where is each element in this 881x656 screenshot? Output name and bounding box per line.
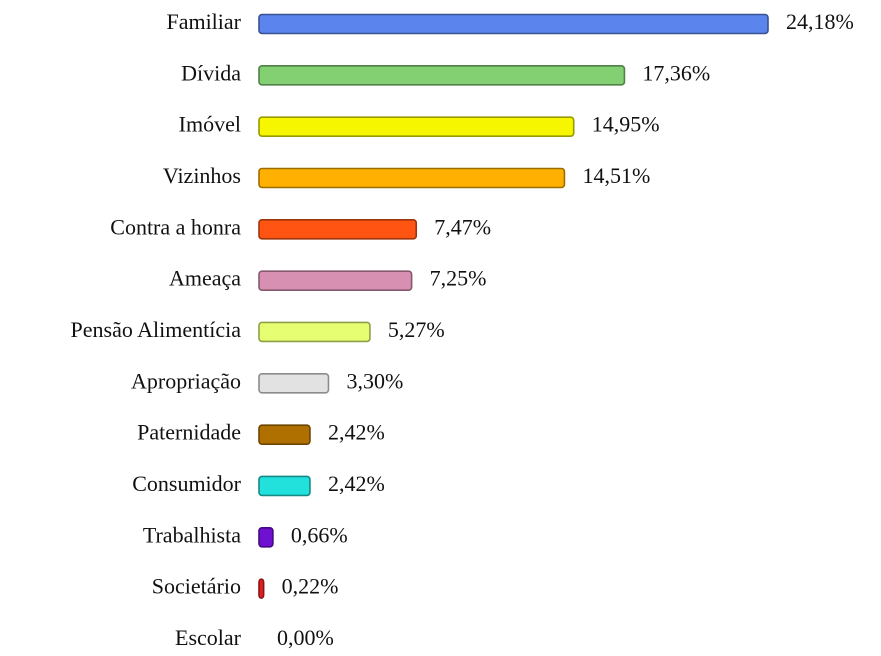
value-label: 14,51% <box>582 163 650 188</box>
value-label: 5,27% <box>388 317 445 342</box>
category-label: Paternidade <box>137 420 241 445</box>
value-label: 2,42% <box>328 420 385 445</box>
value-label: 2,42% <box>328 471 385 496</box>
bar <box>258 167 566 189</box>
bar <box>258 526 274 548</box>
bar <box>258 270 413 291</box>
bar <box>258 424 311 445</box>
category-label: Imóvel <box>179 112 241 137</box>
value-label: 24,18% <box>786 9 854 34</box>
category-label: Societário <box>152 574 241 599</box>
category-label: Vizinhos <box>163 163 241 188</box>
category-label: Apropriação <box>131 368 241 393</box>
category-label: Dívida <box>181 60 241 85</box>
value-label: 7,25% <box>430 266 487 291</box>
bar <box>258 65 626 86</box>
value-label: 14,95% <box>592 112 660 137</box>
bar <box>258 321 371 343</box>
value-label: 3,30% <box>346 368 403 393</box>
bar <box>258 219 418 240</box>
category-label: Ameaça <box>169 266 241 291</box>
bar <box>258 578 265 599</box>
value-label: 0,22% <box>282 574 339 599</box>
value-label: 0,00% <box>277 625 334 650</box>
bar <box>258 475 311 497</box>
category-label: Familiar <box>166 9 241 34</box>
category-label: Consumidor <box>132 471 241 496</box>
bar <box>258 373 330 394</box>
category-label: Trabalhista <box>143 522 241 547</box>
category-label: Pensão Alimentícia <box>71 317 242 342</box>
category-label: Contra a honra <box>110 214 241 239</box>
value-label: 7,47% <box>434 214 491 239</box>
category-label: Escolar <box>175 625 242 650</box>
value-label: 17,36% <box>642 60 710 85</box>
bar <box>258 13 769 35</box>
bar <box>258 116 575 137</box>
value-label: 0,66% <box>291 522 348 547</box>
